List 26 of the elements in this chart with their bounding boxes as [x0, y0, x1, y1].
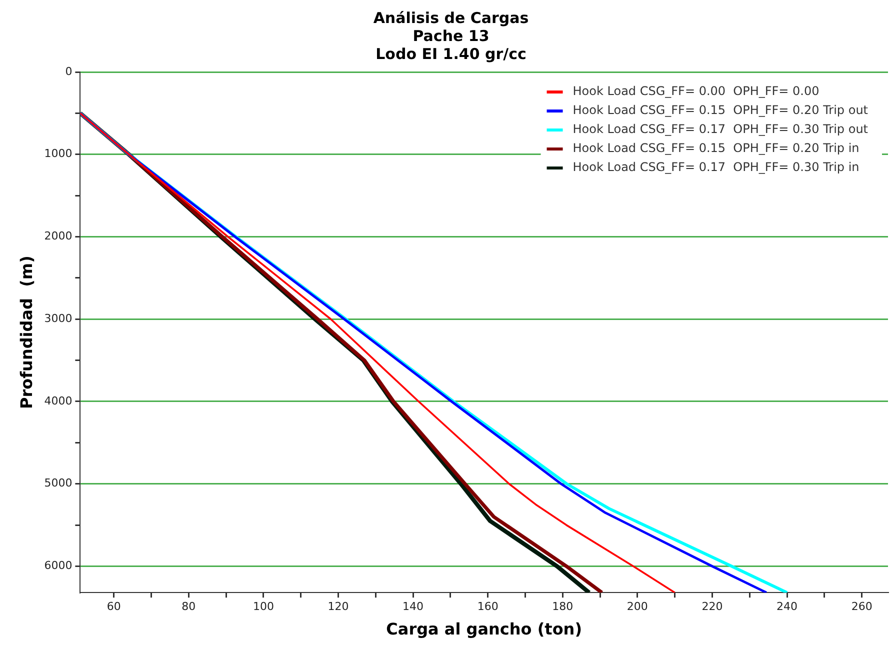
chart-title: Análisis de Cargas Pache 13 Lodo EI 1.40 gr/cc — [373, 8, 529, 63]
x-tick-label: 160 — [477, 600, 498, 614]
x-tick-label: 60 — [106, 600, 121, 614]
x-tick-label: 100 — [252, 600, 274, 614]
x-tick-label: 200 — [626, 600, 648, 614]
y-tick-label: 0 — [65, 64, 72, 78]
x-tick-label: 260 — [851, 600, 872, 614]
x-axis-title: Carga al gancho (ton) — [386, 620, 582, 639]
y-tick-label: 5000 — [44, 476, 72, 490]
x-tick-label: 180 — [552, 600, 574, 614]
x-tick-label: 140 — [402, 600, 424, 614]
y-tick-label: 1000 — [44, 147, 72, 160]
x-tick-label: 120 — [328, 600, 349, 614]
y-tick-label: 2000 — [44, 230, 72, 243]
x-tick-label: 220 — [702, 600, 723, 614]
y-tick-label: 6000 — [44, 559, 72, 572]
legend-label: Hook Load CSG_FF= 0.15 OPH_FF= 0.20 Trip in — [572, 141, 860, 156]
x-tick-label: 240 — [776, 600, 798, 614]
legend-label: Hook Load CSG_FF= 0.00 OPH_FF= 0.00 — [572, 84, 820, 98]
legend-label: Hook Load CSG_FF= 0.17 OPH_FF= 0.30 Trip out — [572, 122, 868, 136]
y-axis-title: Profundidad (m) — [16, 256, 36, 410]
legend-label: Hook Load CSG_FF= 0.15 OPH_FF= 0.20 Trip out — [572, 103, 868, 118]
y-tick-label: 4000 — [44, 394, 72, 408]
x-tick-label: 80 — [182, 600, 196, 614]
y-tick-label: 3000 — [44, 312, 72, 325]
legend-label: Hook Load CSG_FF= 0.17 OPH_FF= 0.30 Trip in — [572, 160, 860, 174]
